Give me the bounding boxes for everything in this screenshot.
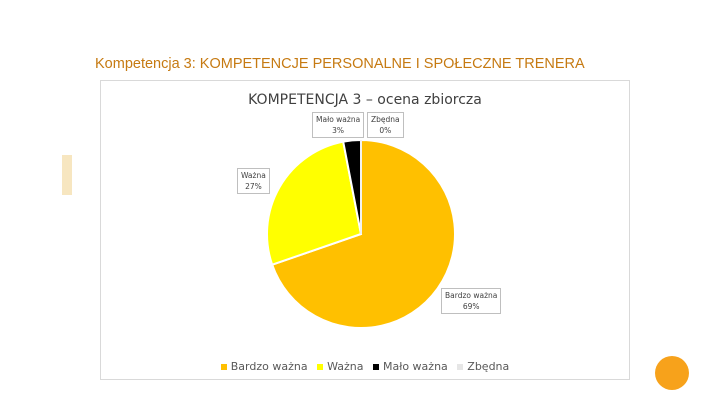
slide-title: Kompetencja 3: KOMPETENCJE PERSONALNE I … [95,56,585,72]
data-label-malo-wazna: Mało ważna 3% [312,112,365,138]
data-label-name: Mało ważna [316,115,361,124]
legend-label: Bardzo ważna [230,360,308,373]
data-label-pct: 69% [462,302,480,311]
legend-item-bardzo-wazna: Bardzo ważna [220,360,308,373]
pie-slice-bardzo-wazna [270,138,456,329]
pie-chart [266,138,456,329]
data-label-zbedna: Zbędna 0% [367,112,404,138]
legend-swatch [317,364,324,370]
data-label-pct: 0% [379,126,392,135]
data-label-name: Ważna [241,171,266,180]
legend-item-zbedna: Zbędna [457,360,509,373]
legend-label: Zbędna [467,360,510,373]
legend-swatch [457,364,464,370]
data-label-name: Bardzo ważna [445,291,498,300]
decorative-orange-circle [655,356,689,390]
chart-title: KOMPETENCJA 3 – ocena zbiorcza [248,92,482,108]
legend-swatch [220,364,227,370]
data-label-bardzo-wazna: Bardzo ważna 69% [441,288,502,314]
legend-item-wazna: Ważna [317,360,363,373]
data-label-wazna: Ważna 27% [237,168,270,194]
pie-slice-wazna [266,140,363,267]
legend-item-malo-wazna: Mało ważna [372,360,448,373]
chart-legend: Bardzo ważna Ważna Mało ważna Zbędna [101,360,629,373]
data-label-name: Zbędna [371,115,400,124]
chart-frame: KOMPETENCJA 3 – ocena zbiorcza Bardzo wa… [100,80,630,380]
legend-label: Ważna [327,360,364,373]
data-label-pct: 3% [332,126,345,135]
legend-label: Mało ważna [382,360,448,373]
data-label-pct: 27% [245,182,262,191]
decorative-side-bar [62,155,72,195]
legend-swatch [372,364,379,370]
